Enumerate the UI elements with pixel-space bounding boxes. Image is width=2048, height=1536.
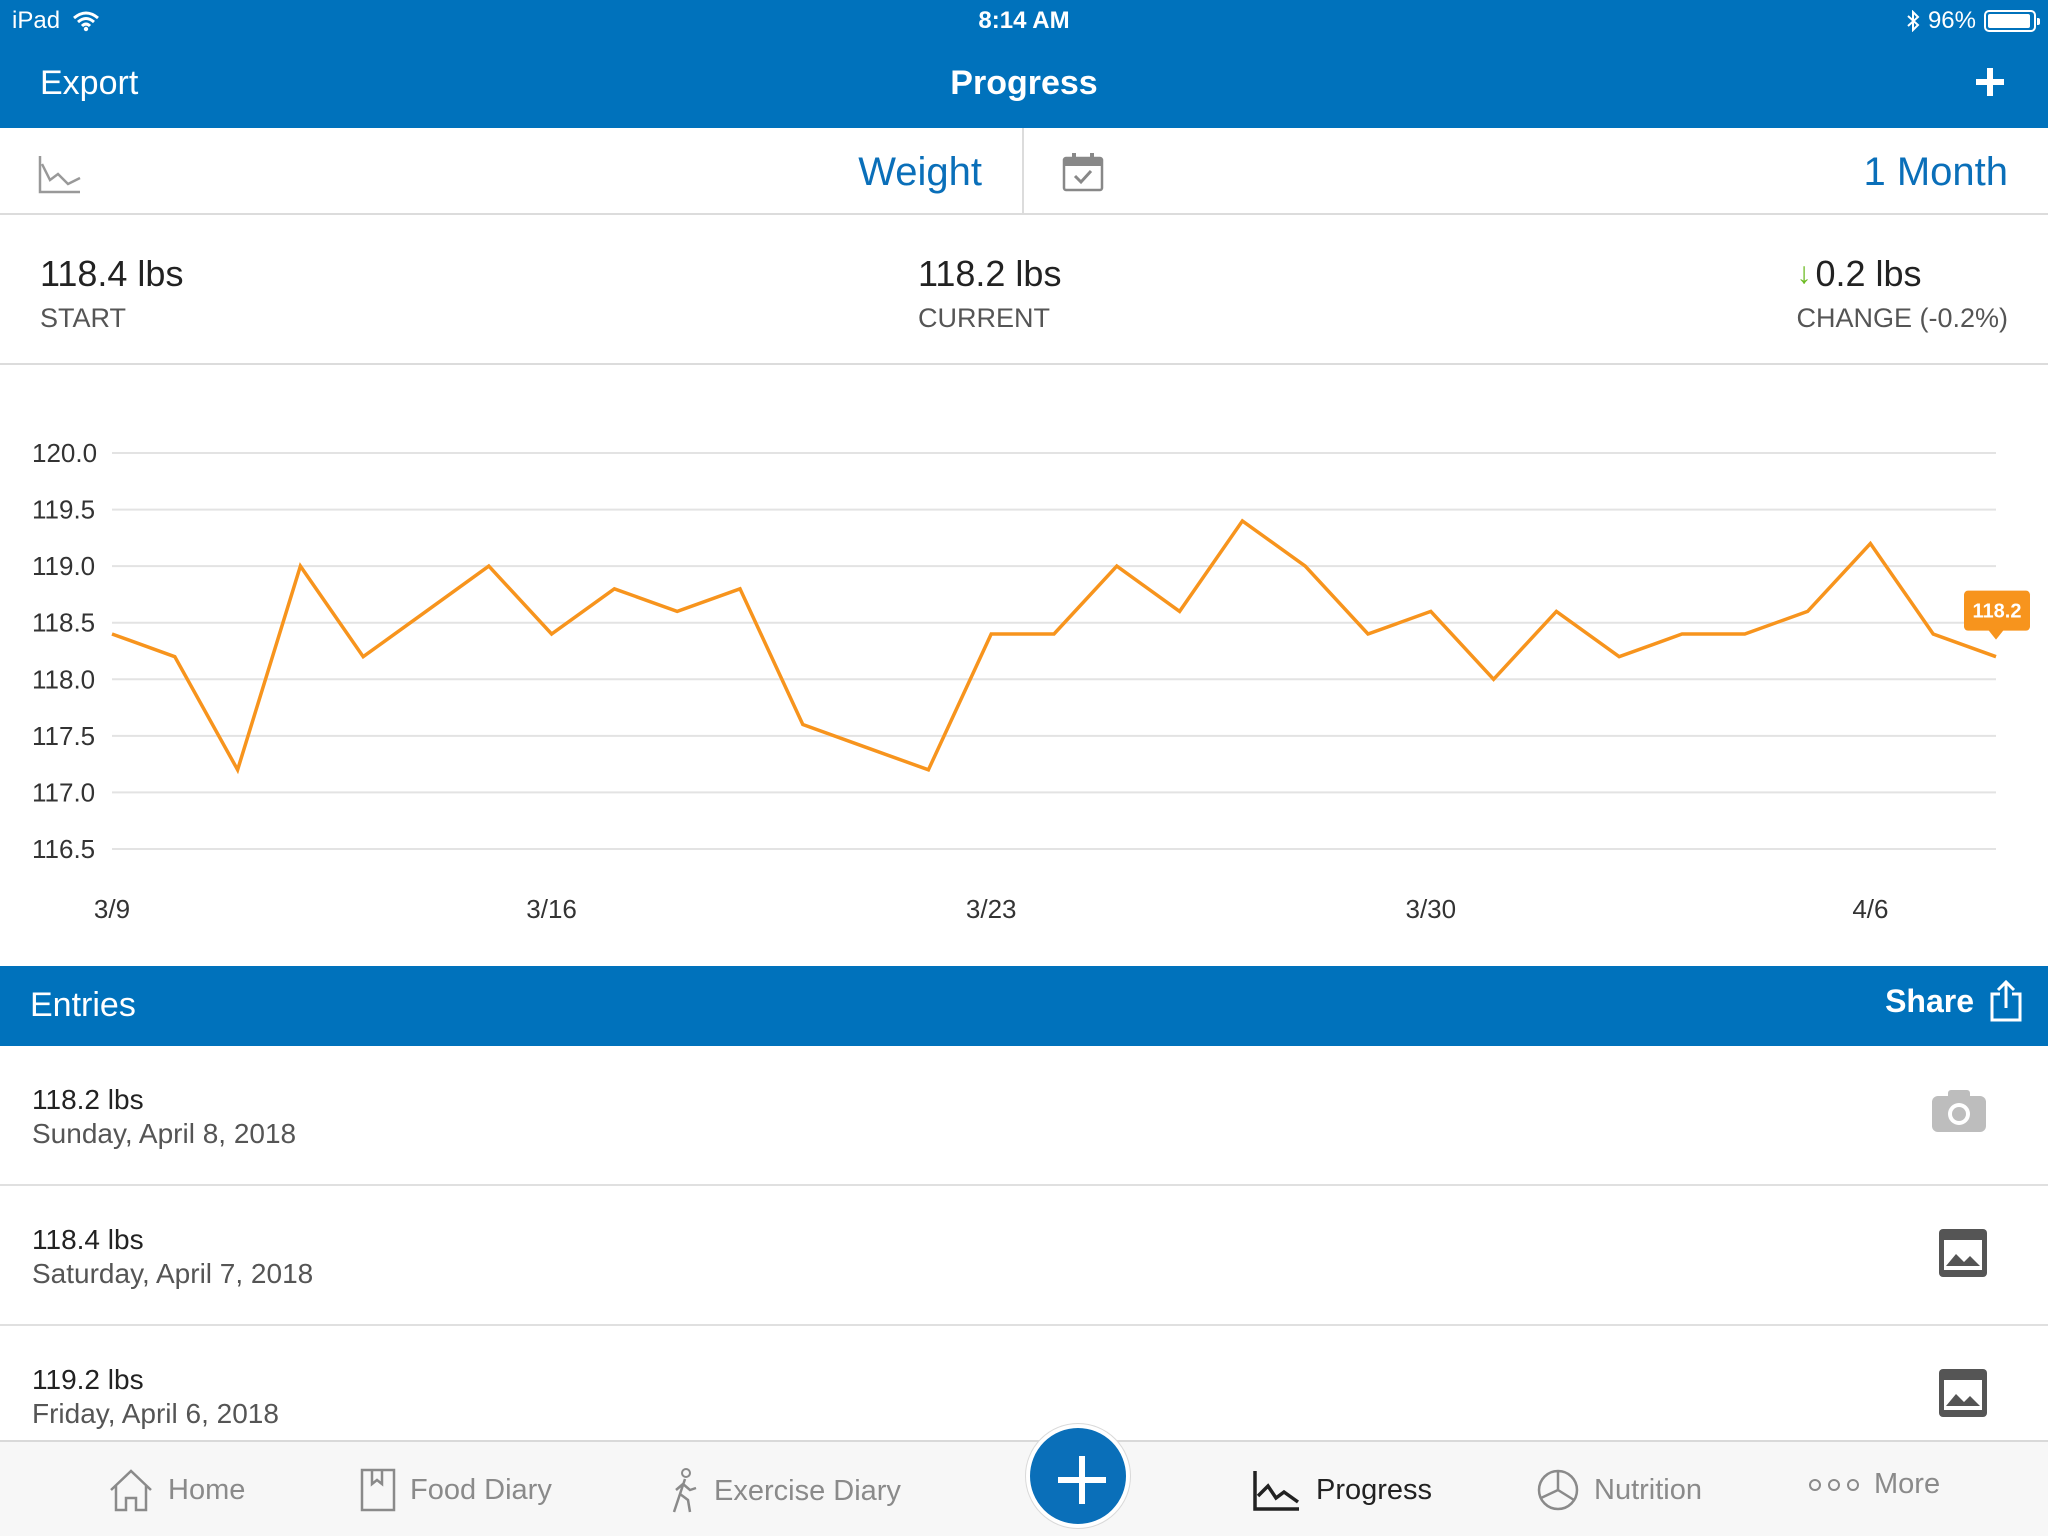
x-tick-label: 3/16 [526, 894, 577, 924]
entry-date: Friday, April 6, 2018 [32, 1398, 279, 1429]
more-dots-icon [1809, 1478, 1859, 1491]
entry-date: Saturday, April 7, 2018 [32, 1258, 314, 1289]
quick-add-button[interactable] [1026, 1424, 1130, 1528]
current-value: 118.2 lbs [918, 253, 1062, 294]
entry-weight: 119.2 lbs [32, 1364, 144, 1395]
x-tick-label: 4/6 [1852, 894, 1888, 924]
tab-home[interactable]: Home [108, 1468, 245, 1512]
export-button[interactable]: Export [40, 64, 139, 102]
wifi-icon [73, 11, 100, 32]
metric-selector[interactable]: Weight [858, 150, 982, 194]
pie-chart-icon [1537, 1469, 1579, 1511]
last-value-label: 118.2 [1973, 601, 2022, 623]
start-label: START [40, 303, 127, 333]
entries-title: Entries [30, 986, 136, 1024]
start-value: 118.4 lbs [40, 253, 184, 294]
y-tick-label: 117.5 [32, 721, 95, 751]
entry-row[interactable]: 118.2 lbs Sunday, April 8, 2018 [0, 1046, 2048, 1186]
y-tick-label: 118.0 [32, 664, 95, 694]
summary-panel: 118.4 lbs START 118.2 lbs CURRENT ↓ 0.2 … [0, 215, 2048, 365]
tab-progress[interactable]: Progress [1252, 1468, 1432, 1512]
page-title: Progress [950, 64, 1098, 102]
start-stat: 118.4 lbs START [40, 253, 183, 334]
chart-svg: 120.0 119.5 119.0 118.5 118.0 117.5 117.0 116.5… [32, 438, 2030, 924]
book-icon [360, 1468, 396, 1512]
plus-icon [1058, 1456, 1106, 1504]
photo-icon[interactable] [1938, 1368, 1988, 1418]
change-label: CHANGE (-0.2%) [1796, 303, 2008, 333]
x-tick-label: 3/23 [966, 894, 1017, 924]
change-value: 0.2 lbs [1815, 253, 1922, 294]
divider [1022, 128, 1024, 215]
share-label: Share [1885, 982, 1974, 1019]
camera-icon[interactable] [1930, 1088, 1988, 1134]
nav-bar: Export Progress [0, 40, 2048, 128]
y-tick-label: 120.0 [32, 438, 97, 468]
change-stat: ↓ 0.2 lbs CHANGE (-0.2%) [1796, 253, 2008, 334]
calendar-icon[interactable] [1062, 152, 1104, 192]
y-tick-label: 118.5 [32, 608, 95, 638]
share-icon [1990, 980, 2022, 1022]
entry-row[interactable]: 119.2 lbs Friday, April 6, 2018 [0, 1326, 2048, 1440]
y-tick-label: 119.5 [32, 495, 95, 525]
y-tick-label: 119.0 [32, 551, 95, 581]
selector-bar: Weight 1 Month [0, 128, 2048, 215]
tab-bar: Home Food Diary Exercise Diary Progress … [0, 1440, 2048, 1536]
last-value-callout: 118.2 [1964, 590, 2030, 640]
line-chart-icon[interactable] [38, 154, 82, 194]
entry-weight: 118.2 lbs [32, 1084, 144, 1115]
battery-percent: 96% [1927, 7, 1976, 34]
y-tick-label: 116.5 [32, 834, 95, 864]
x-tick-label: 3/9 [94, 894, 130, 924]
bluetooth-icon [1907, 10, 1920, 32]
entry-row[interactable]: 118.4 lbs Saturday, April 7, 2018 [0, 1186, 2048, 1326]
tab-progress-label: Progress [1316, 1473, 1433, 1506]
entry-date: Sunday, April 8, 2018 [32, 1118, 297, 1149]
x-tick-label: 3/30 [1405, 894, 1456, 924]
y-tick-label: 117.0 [32, 777, 95, 807]
tab-nutrition-label: Nutrition [1594, 1473, 1702, 1506]
tab-more[interactable]: More [1808, 1468, 1940, 1501]
tab-nutrition[interactable]: Nutrition [1536, 1468, 1702, 1512]
device-name: iPad [12, 7, 61, 34]
tab-exercise-diary-label: Exercise Diary [714, 1474, 901, 1507]
status-bar: iPad 8:14 AM 96% [0, 0, 2048, 40]
tab-more-label: More [1874, 1468, 1941, 1500]
tab-food-diary[interactable]: Food Diary [360, 1468, 552, 1512]
tab-food-diary-label: Food Diary [410, 1473, 552, 1506]
progress-chart-icon [1253, 1471, 1300, 1511]
tab-exercise-diary[interactable]: Exercise Diary [668, 1468, 901, 1514]
period-selector[interactable]: 1 Month [1863, 150, 2008, 194]
down-arrow-icon: ↓ [1796, 257, 1812, 290]
photo-icon[interactable] [1938, 1228, 1988, 1278]
entries-header: Entries Share [0, 966, 2048, 1046]
home-icon [110, 1469, 152, 1512]
entry-weight: 118.4 lbs [32, 1224, 144, 1255]
weight-series-line [111, 518, 1997, 775]
weight-chart[interactable]: 120.0 119.5 119.0 118.5 118.0 117.5 117.0 116.5… [0, 365, 2048, 965]
walking-icon [672, 1468, 697, 1513]
current-label: CURRENT [918, 303, 1050, 333]
battery-icon [1984, 10, 2040, 32]
entries-list: 118.2 lbs Sunday, April 8, 2018 118.4 lb… [0, 1046, 2048, 1440]
tab-home-label: Home [168, 1473, 246, 1506]
plus-icon[interactable] [1970, 62, 2010, 102]
share-button[interactable]: Share [1885, 980, 2024, 1022]
current-stat: 118.2 lbs CURRENT [918, 253, 1061, 334]
status-time: 8:14 AM [978, 7, 1070, 34]
